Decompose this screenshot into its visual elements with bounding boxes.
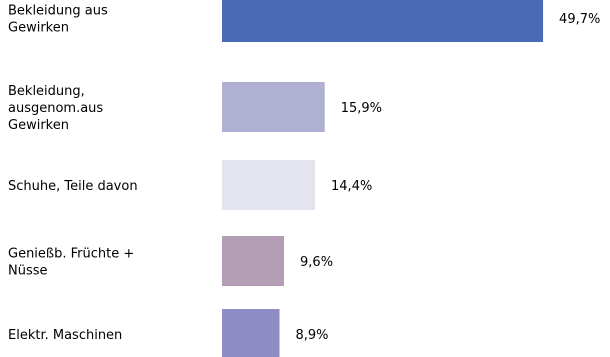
bar-5 (222, 309, 280, 357)
value-label-5: 8,9% (295, 328, 328, 343)
value-label-3: 14,4% (331, 179, 372, 194)
value-label-4: 9,6% (300, 255, 333, 270)
value-label-1: 49,7% (559, 12, 600, 27)
bar-1 (222, 0, 544, 42)
bar-4 (222, 236, 285, 286)
category-label-4: Genießb. Früchte + Nüsse (8, 247, 134, 279)
category-label-3: Schuhe, Teile davon (8, 179, 138, 194)
value-label-2: 15,9% (341, 101, 382, 116)
bar-2 (222, 82, 325, 132)
category-label-5: Elektr. Maschinen (8, 328, 122, 343)
category-label-2: Bekleidung, ausgenom.aus Gewirken (8, 84, 103, 133)
bar-3 (222, 160, 316, 210)
category-label-1: Bekleidung aus Gewirken (8, 4, 108, 36)
